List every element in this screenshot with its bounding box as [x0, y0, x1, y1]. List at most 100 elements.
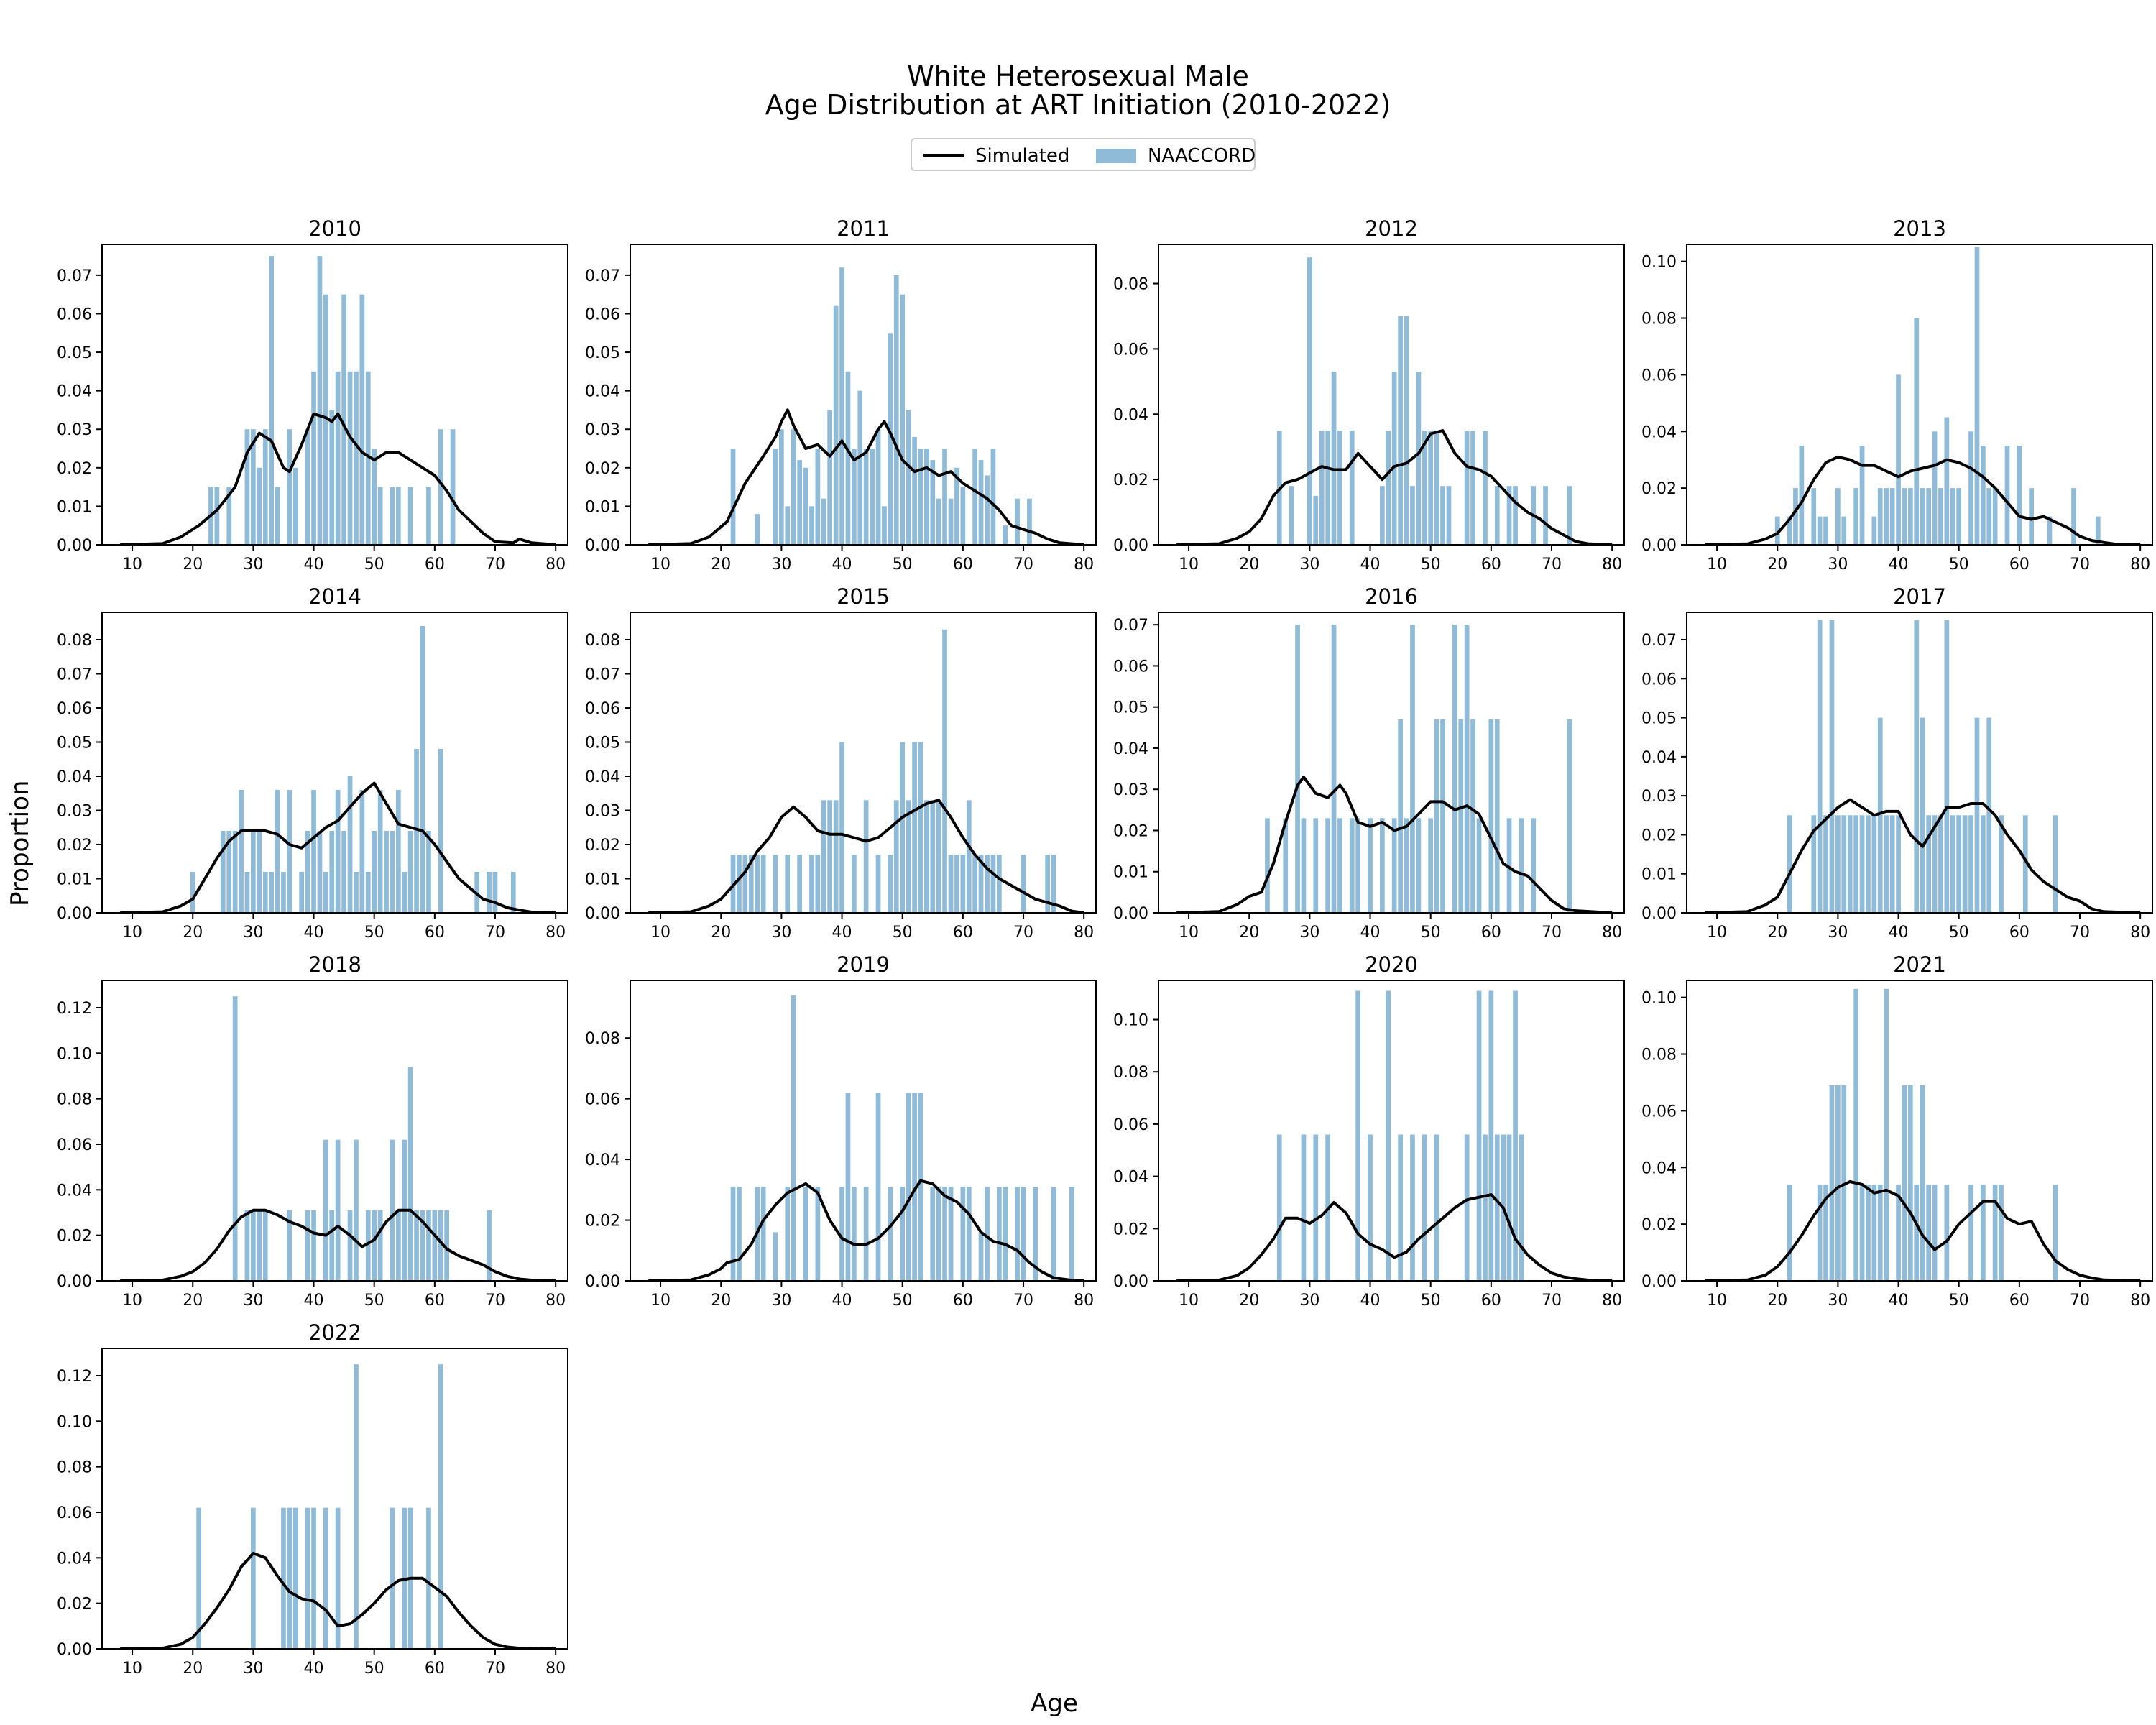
y-tick-label: 0.05: [57, 344, 92, 362]
naaccord-bar: [1932, 431, 1938, 545]
naaccord-bar: [936, 800, 941, 914]
naaccord-bar: [275, 487, 280, 545]
x-tick-label: 80: [545, 924, 566, 942]
y-tick-label: 0.05: [585, 735, 620, 753]
naaccord-bar: [257, 1210, 262, 1281]
naaccord-bar: [997, 1187, 1002, 1281]
x-tick-label: 80: [1602, 556, 1622, 574]
naaccord-bar: [329, 1210, 335, 1281]
y-tick-label: 0.02: [1641, 827, 1677, 845]
naaccord-bar: [942, 448, 947, 545]
x-tick-label: 80: [545, 1292, 566, 1310]
naaccord-bar: [251, 1210, 256, 1281]
naaccord-bar: [1027, 498, 1032, 545]
y-tick-label: 0.02: [57, 460, 92, 478]
naaccord-bar: [1398, 719, 1403, 913]
naaccord-bar: [1368, 818, 1373, 913]
y-tick-label: 0.07: [1641, 632, 1677, 650]
y-tick-label: 0.01: [585, 498, 620, 516]
naaccord-bar: [1787, 815, 1792, 913]
naaccord-bar: [978, 855, 984, 914]
y-tick-label: 0.03: [1113, 781, 1148, 799]
x-tick-label: 80: [1602, 924, 1622, 942]
x-tick-label: 20: [1239, 1292, 1259, 1310]
subplot-title: 2017: [1893, 584, 1946, 609]
naaccord-bar: [1968, 431, 1973, 545]
naaccord-bar: [1956, 815, 1961, 913]
naaccord-bar: [438, 1210, 443, 1281]
y-tick-label: 0.07: [57, 666, 92, 684]
naaccord-bar: [833, 305, 839, 545]
naaccord-bar: [815, 855, 821, 914]
naaccord-bar: [972, 855, 977, 914]
simulated-line: [120, 1552, 556, 1650]
y-tick-label: 0.04: [585, 768, 620, 786]
subplot-title: 2012: [1365, 216, 1418, 241]
naaccord-bar: [809, 506, 814, 545]
naaccord-bar: [833, 800, 839, 914]
naaccord-bar: [1823, 815, 1828, 913]
naaccord-bar: [2022, 815, 2028, 913]
naaccord-bar: [1051, 855, 1056, 914]
naaccord-bar: [1301, 1134, 1307, 1281]
naaccord-bar: [390, 1507, 395, 1649]
x-tick-label: 20: [1767, 556, 1787, 574]
naaccord-bar: [912, 1092, 917, 1281]
x-tick-label: 30: [243, 1292, 263, 1310]
naaccord-bar: [1986, 488, 1992, 545]
naaccord-bar: [821, 800, 826, 914]
naaccord-bar: [372, 1210, 377, 1281]
naaccord-bar: [1458, 719, 1464, 913]
x-tick-label: 80: [1074, 556, 1094, 574]
naaccord-bar: [1932, 815, 1938, 913]
naaccord-bar: [390, 487, 395, 545]
naaccord-bar: [305, 1507, 310, 1649]
axes-frame: [101, 1348, 568, 1650]
naaccord-bar: [1944, 1184, 1950, 1281]
naaccord-bar: [1470, 431, 1475, 545]
subplot-title: 2014: [308, 584, 361, 609]
y-tick-label: 0.10: [1641, 254, 1677, 272]
naaccord-bar: [1823, 1184, 1828, 1281]
x-tick-label: 20: [183, 924, 203, 942]
naaccord-bar: [803, 1187, 808, 1281]
naaccord-bar: [2047, 516, 2053, 545]
x-tick-label: 80: [2130, 924, 2150, 942]
naaccord-bar: [232, 831, 238, 913]
naaccord-bar: [487, 872, 492, 913]
simulated-line: [120, 1208, 556, 1282]
naaccord-bar: [1908, 1085, 1913, 1281]
naaccord-bar: [1434, 431, 1439, 545]
naaccord-bar: [1974, 717, 1980, 913]
naaccord-bar: [1021, 1187, 1026, 1281]
naaccord-bar: [1896, 374, 1901, 545]
naaccord-bar: [287, 790, 292, 913]
naaccord-bar: [1313, 1134, 1319, 1281]
naaccord-bar: [1774, 516, 1780, 545]
x-tick-label: 70: [1542, 1292, 1562, 1310]
x-tick-label: 80: [2130, 556, 2150, 574]
naaccord-bar: [997, 855, 1002, 914]
naaccord-bar: [1914, 620, 1920, 913]
naaccord-bar: [365, 1210, 371, 1281]
y-tick-label: 0.06: [57, 1504, 92, 1522]
naaccord-bar: [942, 1187, 947, 1281]
y-tick-label: 0.04: [57, 1550, 92, 1568]
naaccord-bar: [893, 800, 899, 914]
naaccord-bar: [839, 1187, 844, 1281]
naaccord-bar: [863, 1187, 869, 1281]
axes-frame: [1686, 980, 2153, 1282]
naaccord-bar: [1817, 1184, 1823, 1281]
x-tick-label: 70: [485, 556, 505, 574]
naaccord-bar: [875, 1092, 881, 1281]
y-tick-label: 0.00: [1641, 1273, 1677, 1291]
naaccord-bar: [815, 448, 821, 545]
naaccord-bar: [1513, 990, 1518, 1281]
y-tick-label: 0.04: [1641, 423, 1677, 441]
naaccord-bar: [407, 831, 413, 913]
naaccord-bar: [239, 790, 244, 913]
naaccord-bar: [1307, 257, 1312, 545]
naaccord-bar: [1877, 1184, 1883, 1281]
y-tick-label: 0.08: [1113, 276, 1148, 294]
axes-frame: [1686, 612, 2153, 914]
